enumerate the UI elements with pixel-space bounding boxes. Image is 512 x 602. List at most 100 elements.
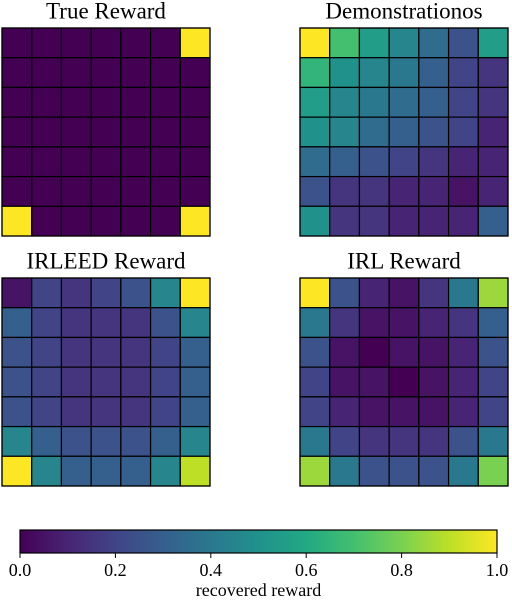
heatmap-cell [447, 116, 479, 148]
heatmap-cell [31, 27, 63, 59]
heatmap-cell [120, 86, 152, 118]
heatmap-cell [358, 57, 390, 89]
heatmap-cell [179, 307, 211, 339]
heatmap-cell [149, 277, 181, 309]
heatmap-cell [329, 27, 361, 59]
heatmap-cell [60, 366, 92, 398]
heatmap-cell [90, 86, 122, 118]
heatmap-cell [447, 366, 479, 398]
heatmap-cell [358, 27, 390, 59]
heatmap-cell [90, 277, 122, 309]
heatmap-cell [60, 425, 92, 457]
tick-label: 0.8 [390, 560, 413, 580]
heatmap-cell [120, 366, 152, 398]
heatmap-cell [388, 175, 420, 207]
heatmap-cell [90, 116, 122, 148]
heatmap-cell [299, 277, 331, 309]
heatmap-cell [31, 366, 63, 398]
heatmap-cell [1, 455, 33, 487]
heatmap-cell [120, 455, 152, 487]
heatmap-cell [1, 27, 33, 59]
heatmap-cell [1, 86, 33, 118]
panel-title: Demonstrationos [325, 0, 482, 23]
heatmap-cell [447, 455, 479, 487]
heatmap-cell [179, 336, 211, 368]
heatmap-cell [1, 396, 33, 428]
heatmap-cell [447, 425, 479, 457]
heatmap-cell [149, 175, 181, 207]
heatmap-cell [1, 307, 33, 339]
heatmap-cell [477, 455, 509, 487]
heatmap-cell [388, 455, 420, 487]
heatmap-cell [418, 175, 450, 207]
heatmap-cell [60, 307, 92, 339]
heatmap-cell [120, 175, 152, 207]
heatmap-cell [1, 175, 33, 207]
heatmap-cell [299, 175, 331, 207]
heatmap-cell [388, 27, 420, 59]
heatmap-cell [31, 455, 63, 487]
heatmap-cell [90, 455, 122, 487]
panel-frame [299, 27, 509, 237]
heatmap-cell [1, 146, 33, 178]
heatmap-cell [149, 455, 181, 487]
heatmap-cell [120, 116, 152, 148]
heatmap-cell [90, 425, 122, 457]
heatmap-cell [329, 366, 361, 398]
heatmap-cell [149, 27, 181, 59]
heatmap-cell [120, 425, 152, 457]
heatmap-cell [149, 86, 181, 118]
heatmap-cell [329, 57, 361, 89]
heatmap-cell [447, 57, 479, 89]
heatmap-cell [299, 86, 331, 118]
heatmap-cell [447, 146, 479, 178]
heatmap-cell [388, 425, 420, 457]
heatmap-cell [477, 205, 509, 237]
heatmap-cell [358, 175, 390, 207]
panel-title: IRL Reward [347, 248, 461, 273]
heatmap-cell [418, 307, 450, 339]
heatmap-cell [179, 277, 211, 309]
heatmap-cell [60, 336, 92, 368]
heatmap-cell [329, 307, 361, 339]
tick-label: 0.4 [200, 560, 223, 580]
heatmap-cell [447, 86, 479, 118]
heatmap-cell [60, 277, 92, 309]
heatmap-cell [179, 455, 211, 487]
heatmap-cell [149, 396, 181, 428]
heatmap-cell [31, 86, 63, 118]
heatmap-cell [60, 116, 92, 148]
heatmap-cell [388, 307, 420, 339]
heatmap-cell [60, 205, 92, 237]
heatmap-cell [120, 277, 152, 309]
heatmap-cell [120, 307, 152, 339]
tick-label: 0.2 [104, 560, 127, 580]
heatmap-cell [358, 425, 390, 457]
heatmap-cell [120, 27, 152, 59]
heatmap-cell [179, 57, 211, 89]
heatmap-cell [329, 336, 361, 368]
heatmap-cell [418, 146, 450, 178]
heatmap-cell [388, 205, 420, 237]
heatmap-cell [388, 57, 420, 89]
heatmap-cell [120, 396, 152, 428]
heatmap-cell [31, 307, 63, 339]
heatmap-cell [329, 116, 361, 148]
heatmap-cell [60, 27, 92, 59]
heatmap-cell [299, 455, 331, 487]
colorbar-label: recovered reward [196, 580, 321, 600]
heatmap-cell [31, 396, 63, 428]
heatmap-cell [447, 175, 479, 207]
heatmap-cell [388, 277, 420, 309]
heatmap-cell [1, 116, 33, 148]
heatmap-cell [1, 277, 33, 309]
heatmap-cell [418, 455, 450, 487]
heatmap-cell [299, 57, 331, 89]
heatmap-cell [299, 116, 331, 148]
heatmap-cell [477, 27, 509, 59]
heatmap-cell [120, 205, 152, 237]
heatmap-cell [447, 277, 479, 309]
heatmap-cell [418, 27, 450, 59]
